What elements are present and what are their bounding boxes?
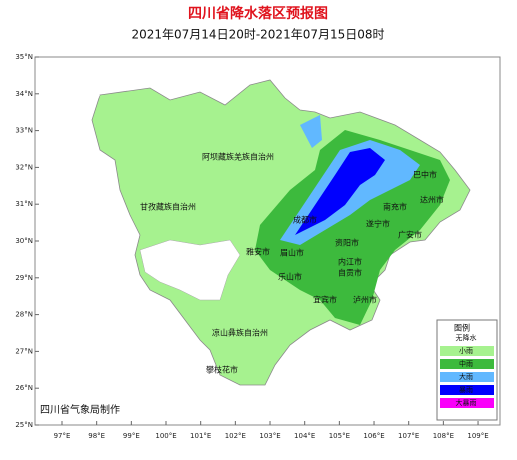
region-label: 攀枝花市 xyxy=(206,365,238,375)
lat-label: 31°N xyxy=(15,200,33,208)
lat-label: 26°N xyxy=(15,384,33,392)
region-label: 凉山彝族自治州 xyxy=(212,328,268,338)
lat-label: 27°N xyxy=(15,347,33,355)
lat-label: 30°N xyxy=(15,237,33,245)
lon-label: 98°E xyxy=(88,432,105,440)
lat-label: 35°N xyxy=(15,53,33,61)
region-label: 宜宾市 xyxy=(313,295,337,305)
lon-label: 101°E xyxy=(190,432,211,440)
lon-label: 107°E xyxy=(398,432,419,440)
lon-label: 103°E xyxy=(259,432,280,440)
region-label: 广安市 xyxy=(398,230,422,240)
lon-label: 104°E xyxy=(294,432,315,440)
legend-label: 大暴雨 xyxy=(456,398,477,407)
legend-label: 小雨 xyxy=(459,346,473,355)
subtitle: 2021年07月14日20时-2021年07月15日08时 xyxy=(131,28,384,42)
region-label: 达州市 xyxy=(420,195,444,205)
lat-label: 25°N xyxy=(15,421,33,429)
region-label: 乐山市 xyxy=(278,272,302,282)
lat-label: 33°N xyxy=(15,127,33,135)
province xyxy=(85,79,471,386)
lat-label: 29°N xyxy=(15,274,33,282)
region-label: 雅安市 xyxy=(246,247,270,257)
region-label: 巴中市 xyxy=(413,170,437,180)
legend-label: 大雨 xyxy=(459,372,473,381)
region-label: 成都市 xyxy=(293,215,317,225)
lon-axis: 97°E 98°E 99°E 100°E 101°E 102°E 103°E 104°E 105… xyxy=(54,421,489,440)
region-label: 内江市 xyxy=(338,257,362,267)
region-label: 自贡市 xyxy=(338,268,362,278)
region-label: 阿坝藏族羌族自治州 xyxy=(202,152,274,162)
legend-swatch xyxy=(440,359,494,369)
legend-title: 图例 xyxy=(454,323,470,333)
region-label: 资阳市 xyxy=(335,238,359,248)
lon-label: 99°E xyxy=(123,432,140,440)
lat-label: 28°N xyxy=(15,311,33,319)
region-label: 泸州市 xyxy=(353,295,377,305)
lon-label: 97°E xyxy=(54,432,71,440)
legend-swatch xyxy=(440,398,494,408)
region-label: 南充市 xyxy=(383,202,407,212)
footer: 四川省气象局制作 xyxy=(40,403,120,416)
legend-swatch xyxy=(440,346,494,356)
lat-axis: 35°N 34°N 33°N 32°N 31°N 30°N 29°N 28°N 27°N 26°N… xyxy=(15,53,39,429)
region-label: 遂宁市 xyxy=(366,219,390,229)
lon-label: 102°E xyxy=(225,432,246,440)
lon-label: 106°E xyxy=(363,432,384,440)
legend-label: 中雨 xyxy=(459,359,473,368)
region-label: 眉山市 xyxy=(280,248,304,258)
legend-swatch xyxy=(440,385,494,395)
lon-label: 108°E xyxy=(433,432,454,440)
legend-label: 暴雨 xyxy=(459,386,473,394)
lat-label: 32°N xyxy=(15,163,33,171)
legend-label: 无降水 xyxy=(456,333,477,342)
region-label: 甘孜藏族自治州 xyxy=(140,202,196,212)
lon-label: 105°E xyxy=(329,432,350,440)
lon-label: 100°E xyxy=(155,432,176,440)
lat-label: 34°N xyxy=(15,90,33,98)
lon-label: 109°E xyxy=(467,432,488,440)
legend-swatch xyxy=(440,372,494,382)
title: 四川省降水落区预报图 xyxy=(188,5,328,22)
